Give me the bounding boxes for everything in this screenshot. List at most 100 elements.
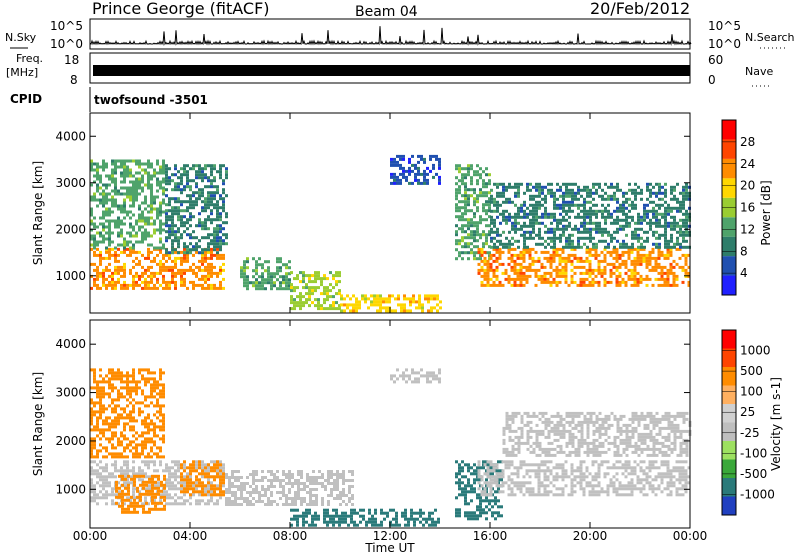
scatter-cell-4	[300, 503, 303, 506]
scatter-cell-2	[171, 188, 174, 192]
scatter-cell-8	[483, 256, 487, 260]
scatter-cell-9	[634, 230, 637, 234]
scatter-cell-6	[500, 478, 503, 482]
scatter-cell-2	[219, 194, 222, 198]
scatter-cell-1	[141, 210, 144, 214]
scatter-cell-9	[496, 203, 499, 207]
scatter-cell-2	[174, 212, 177, 216]
scatter-cell-7	[470, 176, 473, 180]
scatter-cell-9	[673, 185, 676, 189]
scatter-cell-3	[252, 275, 255, 279]
scatter-cell-8	[630, 268, 634, 272]
scatter-cell-0	[165, 502, 168, 506]
scatter-cell-6	[461, 493, 464, 497]
scatter-cell-7	[461, 179, 464, 183]
scatter-cell-1	[120, 222, 123, 226]
scatter-cell-0	[204, 277, 207, 281]
scatter-cell-6	[491, 514, 494, 518]
scatter-cell-2	[201, 191, 204, 195]
scatter-cell-2	[201, 251, 204, 255]
scatter-cell-1	[135, 219, 138, 223]
scatter-cell-7	[476, 233, 479, 237]
scatter-cell-5	[338, 520, 341, 524]
scatter-cell-9	[514, 224, 517, 228]
scatter-cell-3	[141, 443, 144, 447]
scatter-cell-0	[219, 496, 222, 500]
scatter-cell-0	[117, 280, 120, 284]
scatter-cell-7	[489, 460, 493, 464]
scatter-cell-7	[464, 236, 467, 240]
scatter-cell-7	[501, 481, 505, 485]
scatter-cell-9	[517, 188, 520, 192]
scatter-cell-3	[114, 452, 117, 456]
scatter-cell-5	[383, 517, 386, 521]
scatter-cell-8	[666, 283, 670, 287]
scatter-cell-8	[636, 256, 640, 260]
scatter-cell-1	[115, 501, 118, 505]
scatter-cell-1	[111, 171, 114, 175]
scatter-cell-1	[93, 168, 96, 172]
scatter-cell-0	[171, 466, 174, 470]
scatter-cell-6	[405, 178, 408, 182]
scatter-cell-2	[204, 466, 207, 470]
scatter-cell-3	[132, 434, 135, 438]
scatter-cell-7	[482, 194, 485, 198]
scatter-cell-1	[111, 219, 114, 223]
scatter-cell-5	[413, 517, 416, 521]
scatter-cell-9	[640, 191, 643, 195]
scatter-cell-0	[138, 259, 141, 263]
scatter-cell-6	[402, 157, 405, 161]
scatter-cell-8	[531, 259, 535, 263]
scatter-cell-2	[174, 224, 177, 228]
scatter-cell-1	[156, 207, 159, 211]
scatter-cell-0	[102, 277, 105, 281]
scatter-cell-9	[637, 245, 640, 249]
scatter-cell-0	[204, 256, 207, 260]
scatter-cell-0	[135, 271, 138, 275]
scatter-cell-9	[562, 191, 565, 195]
scatter-cell-4	[282, 473, 285, 476]
scatter-cell-5	[400, 303, 403, 307]
scatter-cell-1	[90, 159, 93, 163]
scatter-cell-0	[180, 262, 183, 266]
scatter-cell-2	[192, 200, 195, 204]
scatter-cell-2	[216, 218, 219, 222]
scatter-cell-9	[607, 209, 610, 213]
scatter-cell-8	[651, 247, 655, 251]
scatter-cell-4	[300, 500, 303, 503]
colorbar-swatch	[722, 275, 736, 295]
scatter-cell-9	[646, 236, 649, 240]
scatter-cell-2	[222, 188, 225, 192]
scatter-cell-6	[414, 175, 417, 179]
scatter-cell-4	[338, 274, 341, 278]
scatter-cell-5	[437, 520, 440, 524]
scatter-cell-1	[93, 246, 96, 250]
scatter-cell-0	[141, 271, 144, 275]
scatter-cell-9	[595, 182, 598, 186]
scatter-cell-0	[165, 268, 168, 272]
scatter-cell-0	[138, 469, 141, 473]
scatter-cell-4	[258, 494, 261, 497]
scatter-cell-7	[458, 209, 461, 213]
scatter-cell-1	[135, 159, 138, 163]
scatter-cell-4	[312, 482, 315, 485]
scatter-cell-2	[195, 484, 198, 488]
scatter-cell-8	[636, 277, 640, 281]
scatter-cell-0	[174, 271, 177, 275]
scatter-cell-3	[255, 281, 258, 285]
scatter-cell-7	[510, 472, 514, 476]
scatter-cell-9	[649, 200, 652, 204]
scatter-cell-2	[201, 481, 204, 485]
scatter-cell-7	[461, 206, 464, 210]
scatter-cell-2	[201, 170, 204, 174]
scatter-cell-8	[663, 253, 667, 257]
scatter-cell-5	[412, 297, 415, 301]
scatter-cell-8	[510, 265, 514, 269]
scatter-cell-7	[488, 197, 491, 201]
scatter-cell-1	[120, 210, 123, 214]
scatter-cell-0	[114, 286, 117, 290]
scatter-cell-8	[525, 277, 529, 281]
scatter-cell-0	[135, 274, 138, 278]
scatter-cell-2	[177, 200, 180, 204]
